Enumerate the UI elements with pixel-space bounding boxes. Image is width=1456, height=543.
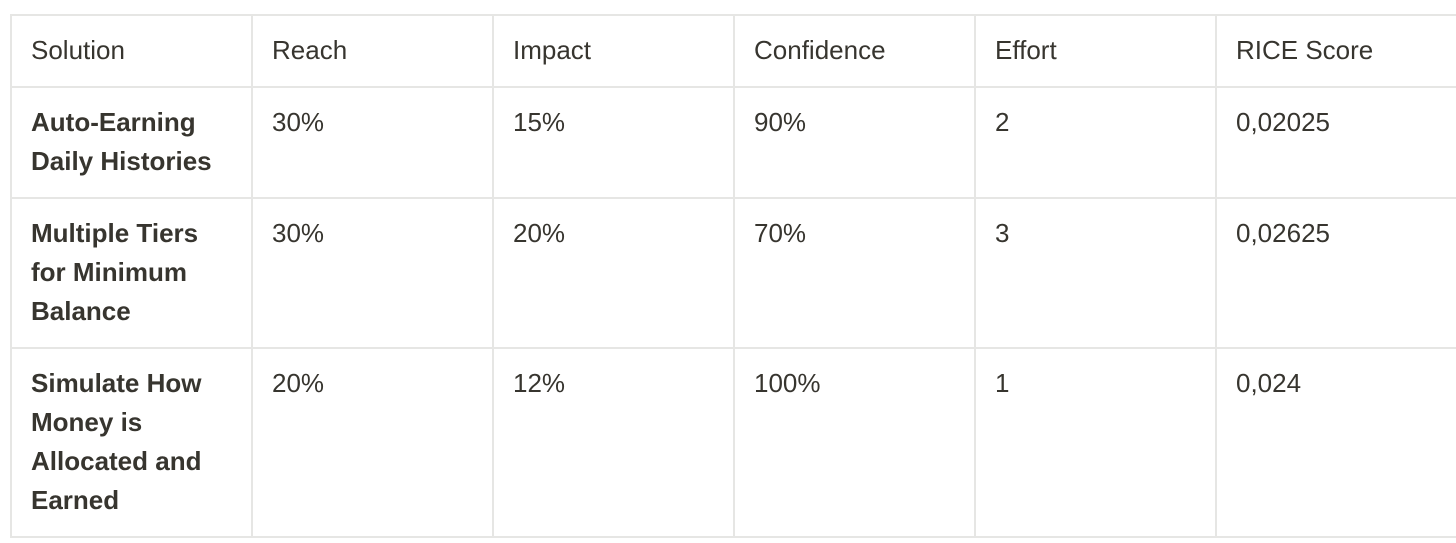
value-cell: 30%	[251, 197, 494, 349]
value-cell: 90%	[733, 86, 976, 199]
value-cell: 0,024	[1215, 347, 1456, 538]
solution-cell: Auto-Earning Daily Histories	[10, 86, 253, 199]
header-cell: Effort	[974, 14, 1217, 88]
header-cell: Confidence	[733, 14, 976, 88]
value-cell: 30%	[251, 86, 494, 199]
solution-cell: Multiple Tiers for Minimum Balance	[10, 197, 253, 349]
value-cell: 12%	[492, 347, 735, 538]
value-cell: 15%	[492, 86, 735, 199]
header-row: Solution Reach Impact Confidence Effort RICE …	[10, 14, 1456, 88]
table-wrap: Solution Reach Impact Confidence Effort RICE …	[10, 14, 1456, 538]
value-cell: 100%	[733, 347, 976, 538]
value-cell: 20%	[251, 347, 494, 538]
value-cell: 70%	[733, 197, 976, 349]
table-row: Simulate How Money is Allocated and Earn…	[10, 347, 1456, 538]
table-row: Multiple Tiers for Minimum Balance 30% 20%…	[10, 197, 1456, 349]
rice-table: Solution Reach Impact Confidence Effort RICE …	[10, 14, 1456, 538]
value-cell: 0,02025	[1215, 86, 1456, 199]
solution-cell: Simulate How Money is Allocated and Earn…	[10, 347, 253, 538]
table-body: Auto-Earning Daily Histories 30% 15% 90% 2 0,…	[10, 86, 1456, 538]
value-cell: 2	[974, 86, 1217, 199]
table-row: Auto-Earning Daily Histories 30% 15% 90% 2 0,…	[10, 86, 1456, 199]
header-cell: Solution	[10, 14, 253, 88]
header-cell: Reach	[251, 14, 494, 88]
header-cell: RICE Score	[1215, 14, 1456, 88]
header-cell: Impact	[492, 14, 735, 88]
value-cell: 0,02625	[1215, 197, 1456, 349]
value-cell: 20%	[492, 197, 735, 349]
value-cell: 1	[974, 347, 1217, 538]
value-cell: 3	[974, 197, 1217, 349]
